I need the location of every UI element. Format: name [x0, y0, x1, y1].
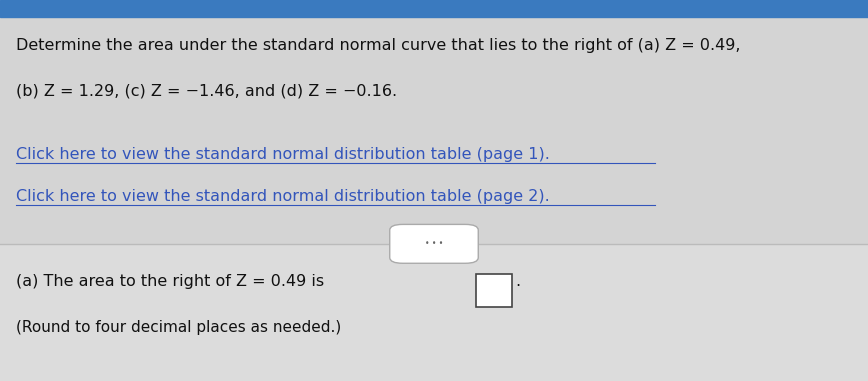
Bar: [0, 0, 868, 17]
Bar: [0, 17, 868, 244]
Text: Click here to view the standard normal distribution table (page 1).: Click here to view the standard normal d…: [16, 147, 549, 162]
FancyBboxPatch shape: [390, 224, 478, 263]
Bar: [0, 244, 868, 381]
Text: Determine the area under the standard normal curve that lies to the right of (a): Determine the area under the standard no…: [16, 38, 740, 53]
Text: Click here to view the standard normal distribution table (page 2).: Click here to view the standard normal d…: [16, 189, 549, 203]
Text: (Round to four decimal places as needed.): (Round to four decimal places as needed.…: [16, 320, 341, 335]
Text: .: .: [516, 274, 521, 289]
Text: • • •: • • •: [424, 239, 444, 248]
FancyBboxPatch shape: [476, 274, 512, 307]
Text: (b) Z = 1.29, (c) Z = −1.46, and (d) Z = −0.16.: (b) Z = 1.29, (c) Z = −1.46, and (d) Z =…: [16, 84, 397, 99]
Text: (a) The area to the right of Z = 0.49 is: (a) The area to the right of Z = 0.49 is: [16, 274, 329, 289]
